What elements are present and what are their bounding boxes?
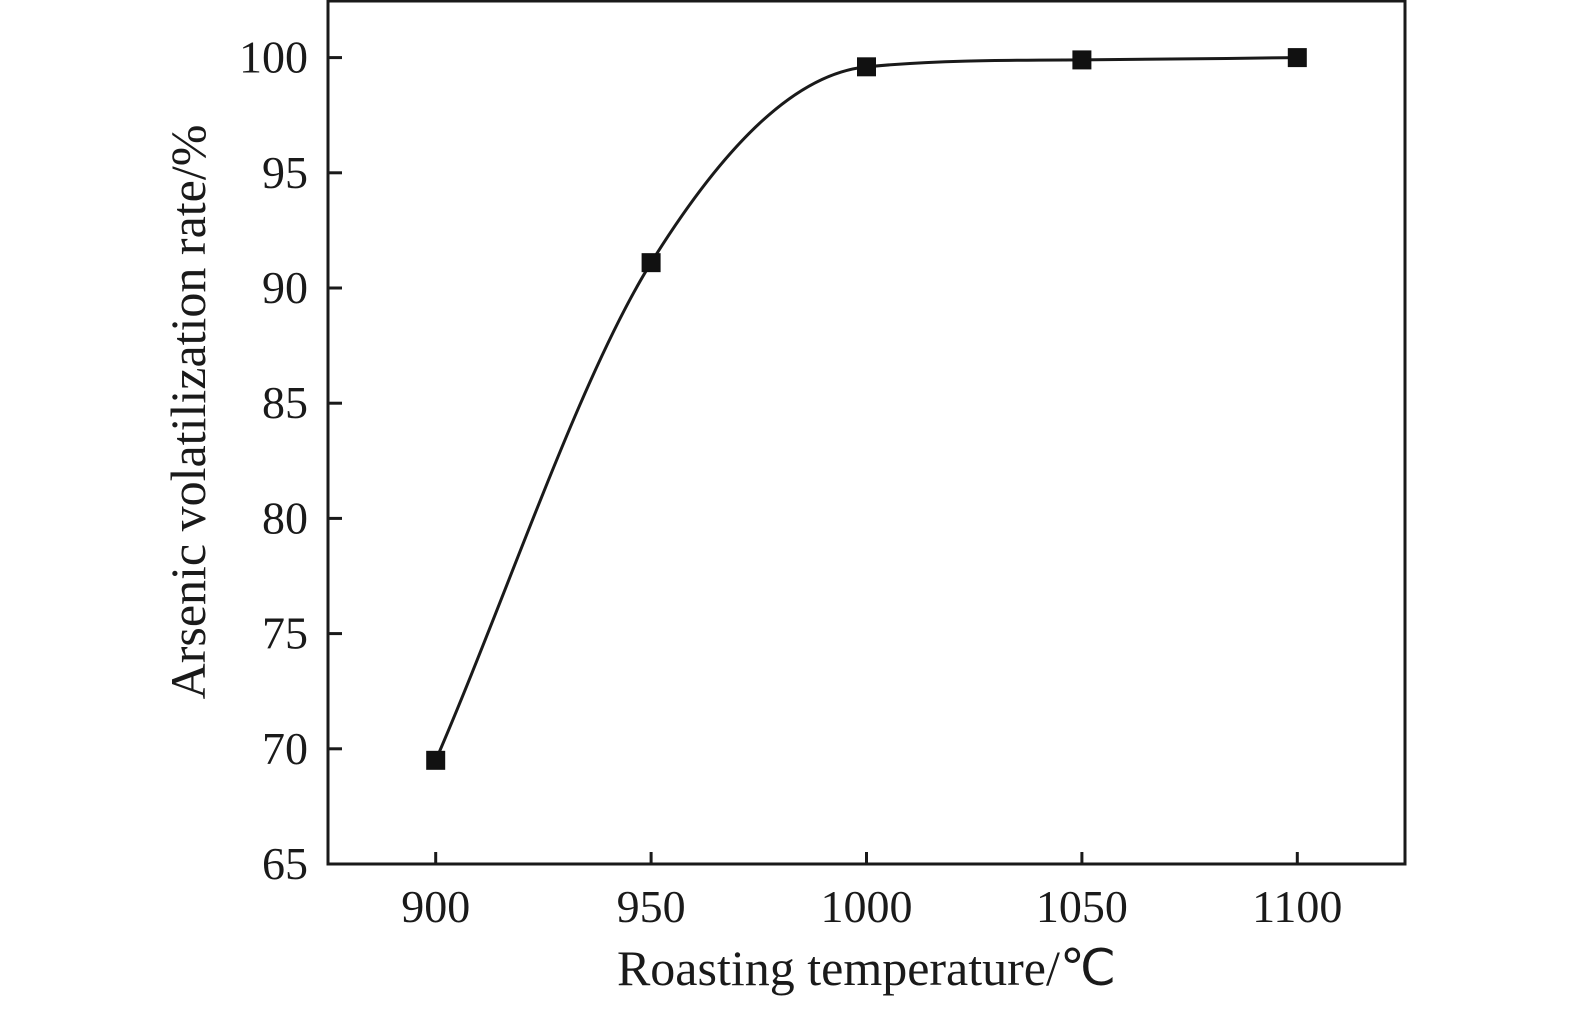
data-markers — [426, 48, 1307, 770]
y-tick-label: 95 — [262, 147, 308, 198]
y-tick-label: 100 — [239, 32, 308, 83]
plot-border — [326, 0, 1407, 866]
y-tick-label: 65 — [262, 838, 308, 889]
fit-curve-layer — [434, 56, 1298, 761]
data-point — [1287, 48, 1307, 68]
x-tick-label: 1050 — [1036, 881, 1128, 932]
data-point — [426, 750, 446, 770]
y-tick-label: 70 — [262, 723, 308, 774]
x-tick-label: 1100 — [1252, 881, 1342, 932]
data-point — [857, 57, 876, 77]
y-axis-title: Arsenic volatilization rate/% — [160, 125, 216, 700]
x-tick-label: 900 — [401, 881, 470, 932]
y-tick-label: 75 — [262, 608, 308, 659]
fit-curve — [434, 56, 1298, 761]
data-point — [641, 253, 661, 273]
y-tick-label: 85 — [262, 377, 308, 428]
data-point — [1072, 50, 1092, 70]
x-tick-label: 1000 — [821, 881, 913, 932]
y-axis-ticks: 65 70 75 80 85 90 95 100 — [239, 32, 342, 889]
x-axis-title: Roasting temperature/℃ — [617, 940, 1116, 996]
plot-frame — [326, 0, 1407, 866]
y-tick-label: 90 — [262, 262, 308, 313]
x-tick-label: 950 — [617, 881, 686, 932]
x-axis-ticks: 900 950 1000 1050 1100 — [401, 852, 1342, 932]
y-tick-label: 80 — [262, 492, 308, 543]
